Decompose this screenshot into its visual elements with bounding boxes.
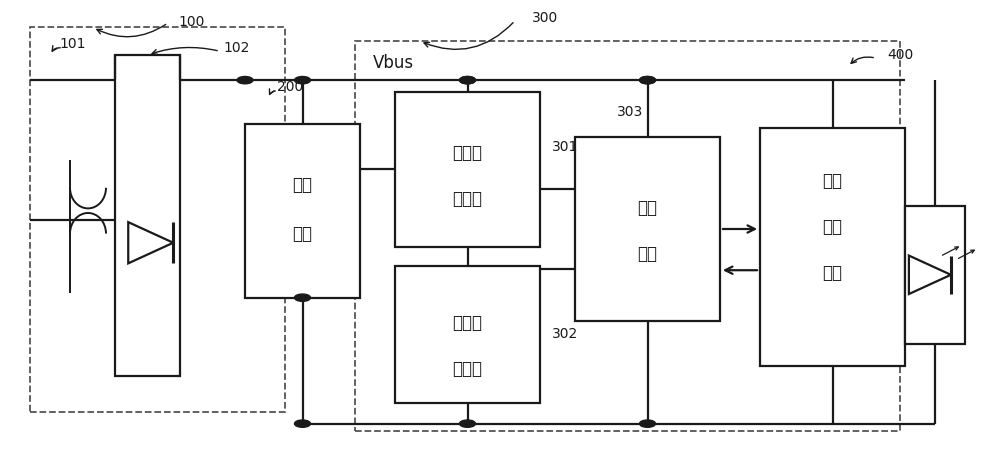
Text: 驱动: 驱动 <box>638 199 658 218</box>
Circle shape <box>640 420 656 427</box>
Text: 300: 300 <box>532 11 558 25</box>
Circle shape <box>294 420 310 427</box>
Bar <box>905 206 965 344</box>
Bar <box>395 92 540 247</box>
Circle shape <box>294 294 310 301</box>
Text: 定模块: 定模块 <box>452 360 482 378</box>
Text: 检测: 检测 <box>292 176 312 195</box>
Text: 200: 200 <box>277 80 303 94</box>
Text: 302: 302 <box>552 327 578 341</box>
Text: 模块: 模块 <box>292 224 312 243</box>
Text: 301: 301 <box>552 140 578 153</box>
Bar <box>355 41 900 431</box>
Circle shape <box>460 76 476 84</box>
Bar <box>760 128 905 366</box>
Text: 基准选: 基准选 <box>452 314 482 332</box>
Bar <box>115 55 180 376</box>
Text: 生模块: 生模块 <box>452 190 482 208</box>
Text: 基准发: 基准发 <box>452 144 482 163</box>
Text: 101: 101 <box>60 37 86 50</box>
Circle shape <box>640 76 656 84</box>
Circle shape <box>460 420 476 427</box>
Text: Vbus: Vbus <box>373 54 414 72</box>
Text: 303: 303 <box>617 105 643 119</box>
Circle shape <box>460 76 476 84</box>
Text: 转化: 转化 <box>822 218 842 236</box>
Text: 模块: 模块 <box>638 245 658 263</box>
Circle shape <box>237 76 253 84</box>
Text: 100: 100 <box>179 15 205 28</box>
Bar <box>30 27 285 412</box>
Circle shape <box>640 76 656 84</box>
Bar <box>245 124 360 298</box>
Text: 400: 400 <box>887 48 913 62</box>
Text: 电力: 电力 <box>822 172 842 190</box>
Circle shape <box>294 76 310 84</box>
Bar <box>575 137 720 321</box>
Text: 模块: 模块 <box>822 263 842 282</box>
Text: 102: 102 <box>224 41 250 55</box>
Bar <box>395 266 540 403</box>
